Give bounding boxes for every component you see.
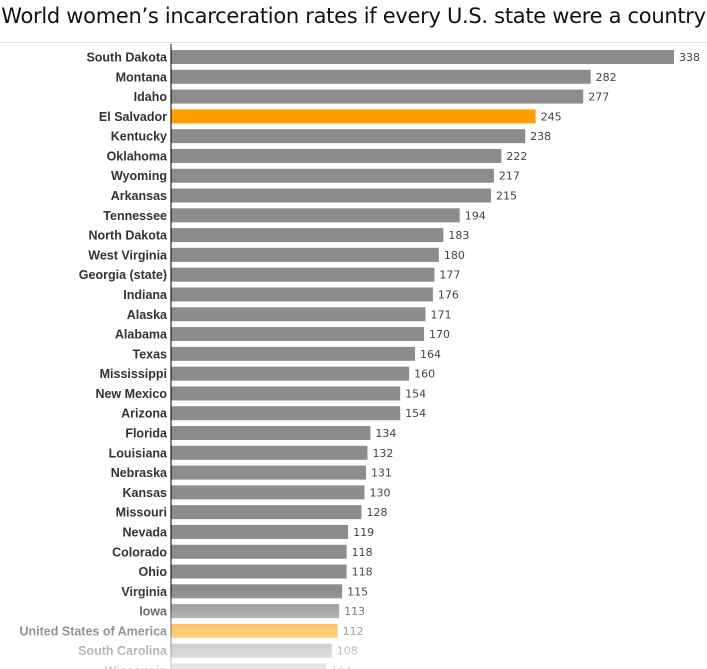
category-label: Kansas [123, 486, 168, 500]
bar [171, 287, 433, 302]
bar [171, 208, 460, 223]
category-label: Nebraska [111, 466, 168, 480]
bar [171, 109, 536, 124]
bar [171, 69, 591, 84]
value-label: 112 [343, 625, 364, 638]
bar [171, 643, 332, 658]
value-label: 277 [588, 91, 609, 104]
category-label: Alaska [127, 308, 168, 322]
value-label: 183 [448, 229, 469, 242]
value-label: 108 [337, 645, 358, 658]
bar [171, 544, 347, 559]
bar [171, 426, 371, 441]
value-label: 171 [430, 308, 451, 321]
bar [171, 465, 366, 480]
value-label: 118 [352, 546, 373, 559]
value-label: 154 [405, 407, 426, 420]
category-label: Texas [132, 347, 167, 361]
bar [171, 505, 362, 520]
category-label: Kentucky [111, 130, 167, 144]
bar [171, 406, 401, 421]
bar [171, 148, 502, 163]
value-label: 115 [347, 585, 368, 598]
bar [171, 524, 349, 539]
category-label: South Dakota [86, 51, 168, 65]
bar [171, 366, 410, 381]
category-label: South Carolina [78, 644, 168, 658]
category-label: Oklahoma [107, 149, 168, 163]
category-label: Idaho [134, 90, 168, 104]
category-label: Arizona [121, 407, 168, 421]
value-label: 215 [496, 190, 517, 203]
category-label: El Salvador [99, 110, 167, 124]
category-label: Colorado [112, 545, 167, 559]
category-label: Indiana [123, 288, 168, 302]
value-label: 238 [530, 130, 551, 143]
bar [171, 663, 326, 669]
chart-title: World women’s incarceration rates if eve… [1, 4, 706, 28]
bar [171, 50, 674, 64]
bar [171, 307, 426, 322]
category-label: Missouri [116, 506, 167, 520]
category-label: Virginia [121, 585, 168, 599]
bar [171, 247, 439, 262]
bar [171, 228, 444, 243]
category-label: Alabama [115, 328, 168, 342]
category-label: Arkansas [111, 189, 167, 203]
category-label: United States of America [20, 624, 169, 638]
bar [171, 445, 368, 460]
value-label: 104 [331, 664, 352, 669]
bar [171, 327, 424, 342]
category-label: Florida [125, 427, 168, 441]
category-label: Iowa [139, 605, 168, 619]
value-label: 177 [439, 269, 460, 282]
title-divider [0, 42, 707, 43]
bar [171, 188, 491, 203]
value-label: 160 [414, 368, 435, 381]
value-label: 222 [506, 150, 527, 163]
bar [171, 564, 347, 579]
bar [171, 267, 435, 282]
value-label: 134 [375, 427, 396, 440]
value-label: 132 [372, 447, 393, 460]
category-label: Montana [116, 70, 168, 84]
value-label: 118 [352, 566, 373, 579]
category-label: West Virginia [88, 248, 168, 262]
value-label: 338 [679, 51, 700, 64]
category-label: Wisconsin [105, 664, 167, 669]
value-label: 180 [444, 249, 465, 262]
value-label: 119 [353, 526, 374, 539]
value-label: 164 [420, 348, 441, 361]
bar [171, 346, 416, 361]
category-label: Wyoming [111, 169, 167, 183]
category-label: Mississippi [100, 367, 167, 381]
value-label: 170 [429, 328, 450, 341]
bar [171, 623, 338, 638]
category-label: Tennessee [103, 209, 167, 223]
category-label: Georgia (state) [79, 268, 167, 282]
category-label: North Dakota [89, 229, 169, 243]
value-label: 245 [541, 110, 562, 123]
category-label: Louisiana [109, 446, 168, 460]
value-label: 113 [344, 605, 365, 618]
bar [171, 386, 401, 401]
value-label: 217 [499, 170, 520, 183]
bar [171, 89, 584, 104]
value-label: 131 [371, 467, 392, 480]
value-label: 130 [369, 486, 390, 499]
bar [171, 168, 494, 183]
value-label: 282 [596, 71, 617, 84]
value-label: 154 [405, 387, 426, 400]
category-label: Nevada [123, 525, 169, 539]
bar [171, 485, 365, 500]
category-label: Ohio [139, 565, 168, 579]
bar [171, 129, 526, 144]
bar [171, 584, 343, 599]
value-label: 128 [366, 506, 387, 519]
value-label: 194 [465, 209, 486, 222]
value-label: 176 [438, 288, 459, 301]
category-label: New Mexico [95, 387, 167, 401]
bar [171, 604, 340, 619]
